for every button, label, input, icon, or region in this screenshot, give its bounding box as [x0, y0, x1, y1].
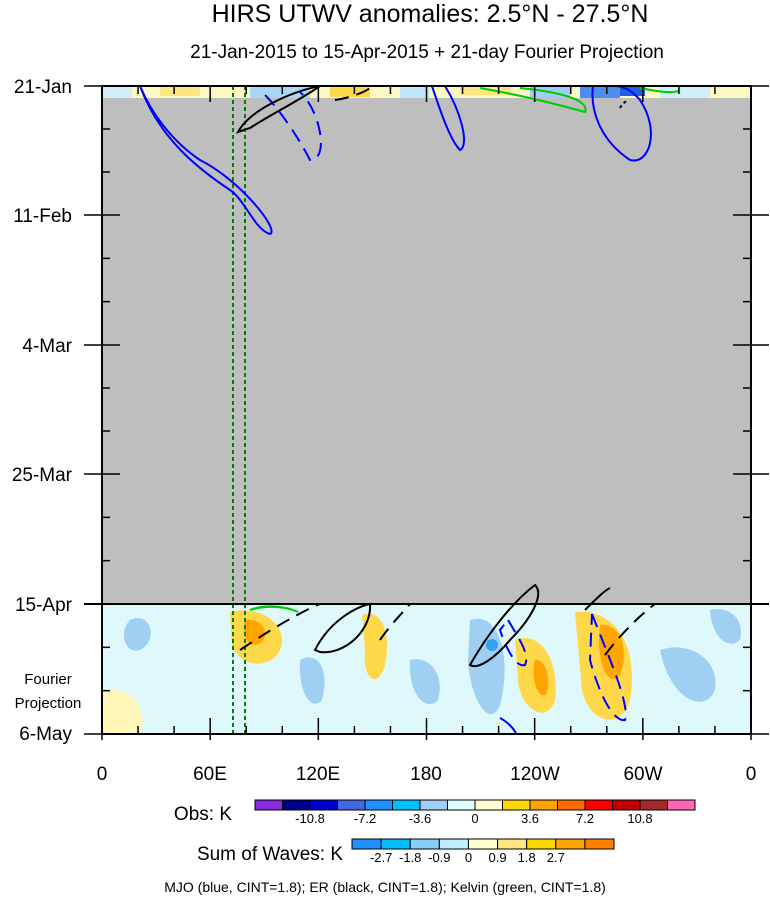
y-tick-label: 11-Feb — [13, 206, 72, 227]
colorbar-label: -0.9 — [428, 850, 450, 865]
colorbar-box — [392, 799, 421, 811]
colorbar-box — [467, 838, 499, 850]
colorbar-box — [438, 838, 469, 850]
obs-colorbar-labels: -10.8 -7.2 -3.6 0 3.6 7.2 10.8 — [295, 811, 652, 826]
colorbar-box — [502, 799, 531, 811]
colorbar-label: 0 — [471, 811, 478, 826]
colorbar-box — [555, 838, 586, 850]
colorbar-label: 1.8 — [518, 850, 536, 865]
obs-colorbar-title: Obs: K — [174, 804, 232, 825]
colorbar-box — [351, 838, 382, 850]
colorbar-box — [497, 838, 528, 850]
x-tick-label: 60E — [193, 764, 227, 785]
y-tick-label: 4-Mar — [22, 336, 72, 357]
colorbar-box — [584, 799, 613, 811]
waves-colorbar-labels: -2.7 -1.8 -0.9 0 0.9 1.8 2.7 — [370, 850, 565, 865]
colorbar-box — [584, 838, 615, 850]
colorbar-label: 7.2 — [576, 811, 594, 826]
y-tick-label: 21-Jan — [14, 77, 72, 98]
chart-title: HIRS UTWV anomalies: 2.5°N - 27.5°N — [212, 0, 649, 28]
colorbar-label: -2.7 — [370, 850, 392, 865]
x-axis — [101, 86, 752, 740]
colorbar-box — [409, 838, 440, 850]
y-tick-label: 15-Apr — [15, 595, 73, 616]
colorbar-label: -7.2 — [354, 811, 376, 826]
colorbar-label: -3.6 — [409, 811, 431, 826]
colorbar-box — [254, 799, 283, 811]
mjo-contours — [139, 86, 652, 734]
colorbar-label: -1.8 — [399, 850, 421, 865]
fourier-projection-label: Fourier — [24, 671, 72, 688]
x-tick-label: 60W — [623, 764, 662, 785]
colorbar-box — [282, 799, 311, 811]
colorbar-label: 3.6 — [521, 811, 539, 826]
colorbar-box — [639, 799, 668, 811]
x-tick-label: 0 — [746, 764, 757, 785]
colorbar-label: 0.9 — [489, 850, 507, 865]
waves-colorbar-title: Sum of Waves: K — [197, 844, 343, 865]
colorbar-label: 0 — [465, 850, 472, 865]
x-tick-label: 0 — [97, 764, 108, 785]
missing-data-area — [102, 98, 751, 604]
chart-subtitle: 21-Jan-2015 to 15-Apr-2015 + 21-day Four… — [190, 42, 664, 63]
contour-legend: MJO (blue, CINT=1.8); ER (black, CINT=1.… — [164, 879, 606, 895]
obs-colorbar — [254, 799, 696, 811]
colorbar-box — [309, 799, 338, 811]
colorbar-label: 10.8 — [627, 811, 652, 826]
colorbar-label: 2.7 — [547, 850, 565, 865]
colorbar-box — [447, 799, 476, 811]
y-tick-label: 6-May — [19, 724, 72, 745]
colorbar-box — [529, 799, 558, 811]
colorbar-box — [364, 799, 393, 811]
y-tick-label: 25-Mar — [12, 465, 73, 486]
colorbar-box — [474, 799, 503, 811]
obs-strip-shading — [102, 86, 710, 98]
x-tick-label: 180 — [410, 764, 442, 785]
colorbar-box — [419, 799, 448, 811]
x-tick-label: 120W — [510, 764, 560, 785]
colorbar-label: -10.8 — [295, 811, 325, 826]
colorbar-box — [380, 838, 411, 850]
colorbar-box — [526, 838, 557, 850]
colorbar-box — [337, 799, 366, 811]
waves-colorbar — [351, 838, 615, 850]
fourier-projection-label: Projection — [15, 695, 82, 712]
projection-shading — [102, 609, 741, 734]
colorbar-box — [667, 799, 696, 811]
colorbar-box — [612, 799, 641, 811]
colorbar-box — [557, 799, 586, 811]
y-axis — [84, 85, 769, 735]
x-tick-label: 120E — [296, 764, 340, 785]
